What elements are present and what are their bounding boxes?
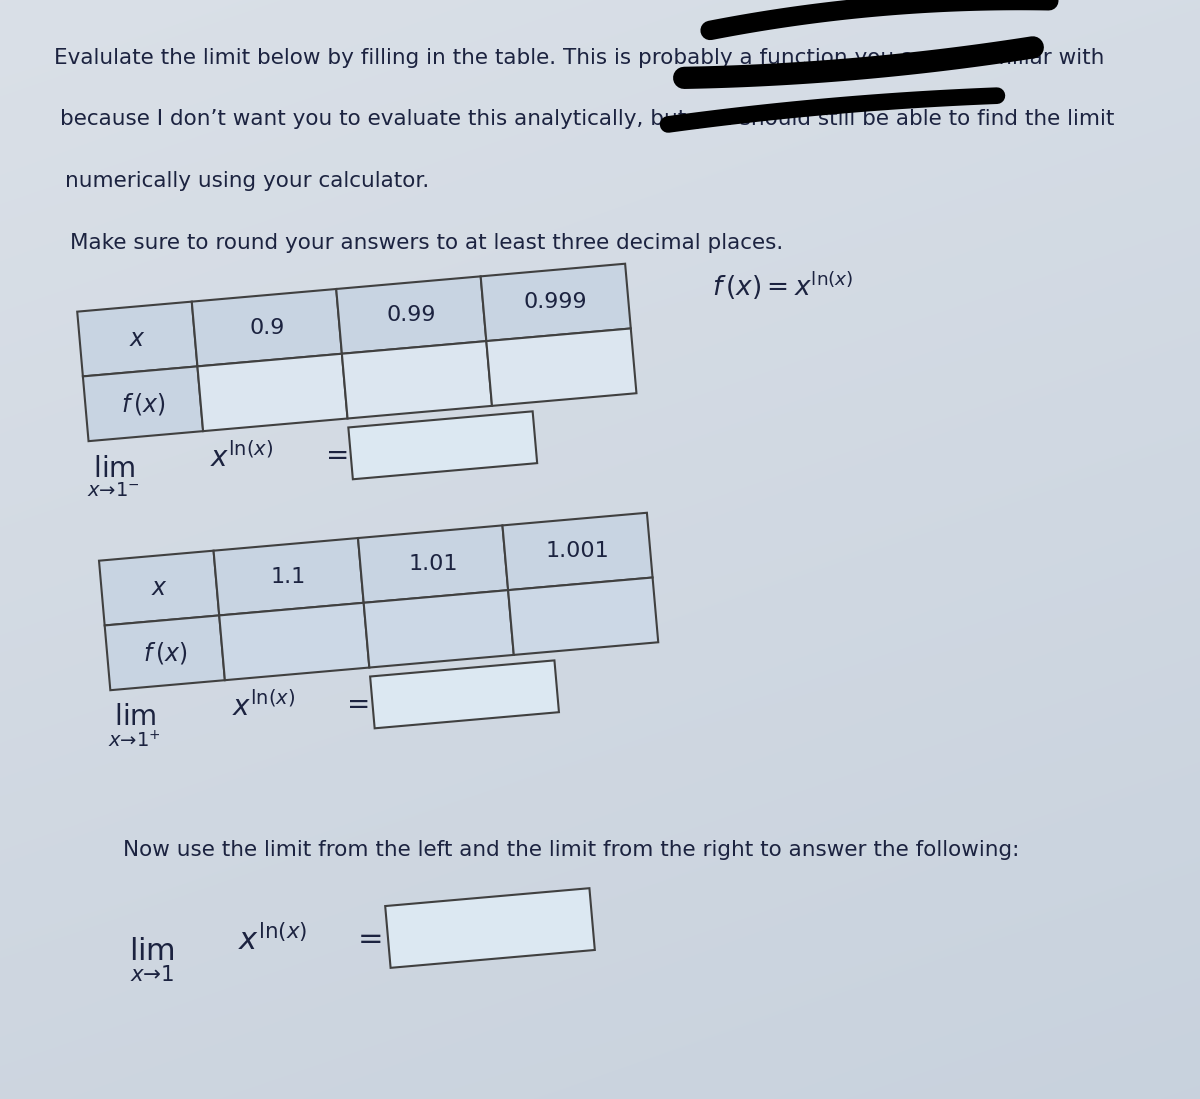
Bar (358, 525, 508, 602)
Bar (220, 602, 370, 680)
Text: $\lim_{x \to 1^-}$: $\lim_{x \to 1^-}$ (86, 454, 139, 499)
Bar (486, 329, 636, 406)
Text: Evalulate the limit below by filling in the table. This is probably a function y: Evalulate the limit below by filling in … (54, 47, 1104, 68)
Bar (214, 539, 364, 615)
Text: 0.99: 0.99 (386, 306, 436, 325)
Text: $f\,(x) = x^{\ln(x)}$: $f\,(x) = x^{\ln(x)}$ (713, 270, 854, 302)
Text: $f\,(x)$: $f\,(x)$ (143, 640, 187, 666)
Bar (370, 660, 559, 729)
Bar (364, 590, 514, 667)
Text: $x^{\ln(x)}$: $x^{\ln(x)}$ (233, 691, 295, 722)
Text: $x$: $x$ (151, 576, 168, 600)
Bar (77, 301, 198, 376)
Bar (192, 289, 342, 366)
Text: $x^{\ln(x)}$: $x^{\ln(x)}$ (238, 924, 307, 956)
Text: because I don’t want you to evaluate this analytically, but you should still be : because I don’t want you to evaluate thi… (60, 110, 1114, 130)
Bar (481, 264, 631, 341)
Text: =: = (348, 690, 371, 719)
Text: =: = (358, 925, 384, 954)
Text: 0.999: 0.999 (524, 292, 588, 312)
Text: $x^{\ln(x)}$: $x^{\ln(x)}$ (210, 442, 274, 473)
Bar (100, 551, 220, 625)
Text: =: = (325, 442, 349, 469)
Text: 0.9: 0.9 (250, 318, 284, 337)
Text: Now use the limit from the left and the limit from the right to answer the follo: Now use the limit from the left and the … (124, 840, 1020, 859)
Text: $\lim_{x \to 1}$: $\lim_{x \to 1}$ (128, 935, 175, 984)
Text: 1.1: 1.1 (271, 567, 306, 587)
Text: Make sure to round your answers to at least three decimal places.: Make sure to round your answers to at le… (71, 233, 784, 253)
Text: $f\,(x)$: $f\,(x)$ (121, 391, 166, 417)
Bar (198, 354, 348, 431)
Bar (83, 366, 203, 441)
Bar (342, 341, 492, 419)
Text: numerically using your calculator.: numerically using your calculator. (65, 171, 430, 191)
Bar (104, 615, 224, 690)
Bar (348, 411, 538, 479)
Bar (508, 577, 659, 655)
Bar (503, 513, 653, 590)
Bar (385, 888, 595, 968)
Text: 1.001: 1.001 (546, 542, 610, 562)
Bar (336, 276, 486, 354)
Text: $x$: $x$ (128, 328, 145, 351)
Text: 1.01: 1.01 (408, 554, 458, 574)
Text: $\lim_{x \to 1^+}$: $\lim_{x \to 1^+}$ (108, 701, 161, 750)
